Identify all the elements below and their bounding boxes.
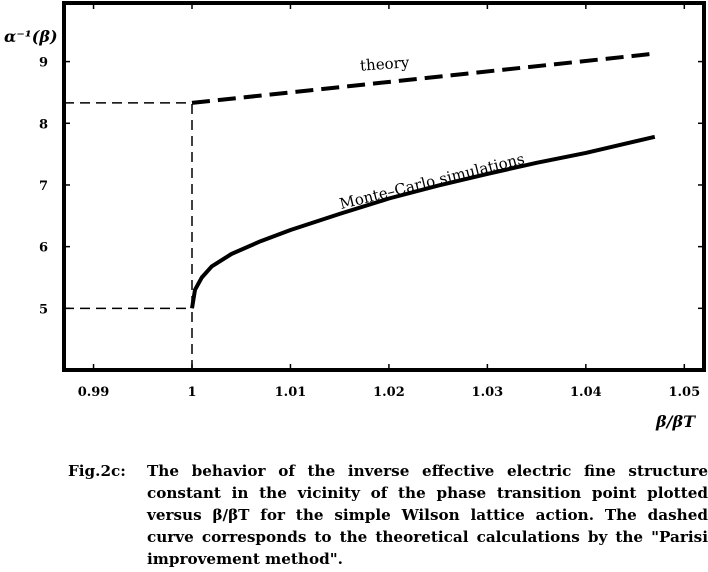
series-lines: [190, 51, 656, 309]
annotation-theory: theory: [359, 53, 410, 74]
x-tick-label: 1.04: [570, 385, 602, 400]
chart: 0.99 1 1.01 1.02 1.03 1.04 1.05 5 6 7 8 9 theory Mon…: [4, 1, 706, 431]
figure-caption: Fig.2c: The behavior of the inverse effe…: [68, 460, 708, 570]
series-theory-line: [191, 51, 656, 105]
x-tick-label: 1.01: [275, 385, 307, 400]
annotation-monte-carlo: Monte–Carlo simulations: [338, 150, 527, 213]
caption-label: Fig.2c:: [68, 462, 126, 480]
y-tick-label: 7: [39, 179, 48, 194]
y-tick-label: 8: [39, 117, 48, 132]
x-tick-label: 0.99: [78, 385, 110, 400]
guide-lines: [64, 102, 193, 370]
y-axis-label: α⁻¹(β): [4, 27, 58, 46]
plot-frame: [62, 1, 706, 372]
y-tick-label: 9: [39, 56, 48, 71]
x-tick-label: 1.03: [472, 385, 504, 400]
series-monte-carlo-line: [190, 134, 656, 309]
y-tick-label: 6: [39, 241, 48, 256]
tick-labels: 0.99 1 1.01 1.02 1.03 1.04 1.05 5 6 7 8 9: [39, 56, 700, 400]
y-tick-label: 5: [39, 302, 48, 317]
x-tick-label: 1.02: [373, 385, 405, 400]
x-tick-label: 1: [187, 385, 196, 400]
x-axis-label: β/βT: [655, 412, 696, 431]
caption-text: The behavior of the inverse effective el…: [147, 462, 708, 568]
x-tick-label: 1.05: [668, 385, 700, 400]
